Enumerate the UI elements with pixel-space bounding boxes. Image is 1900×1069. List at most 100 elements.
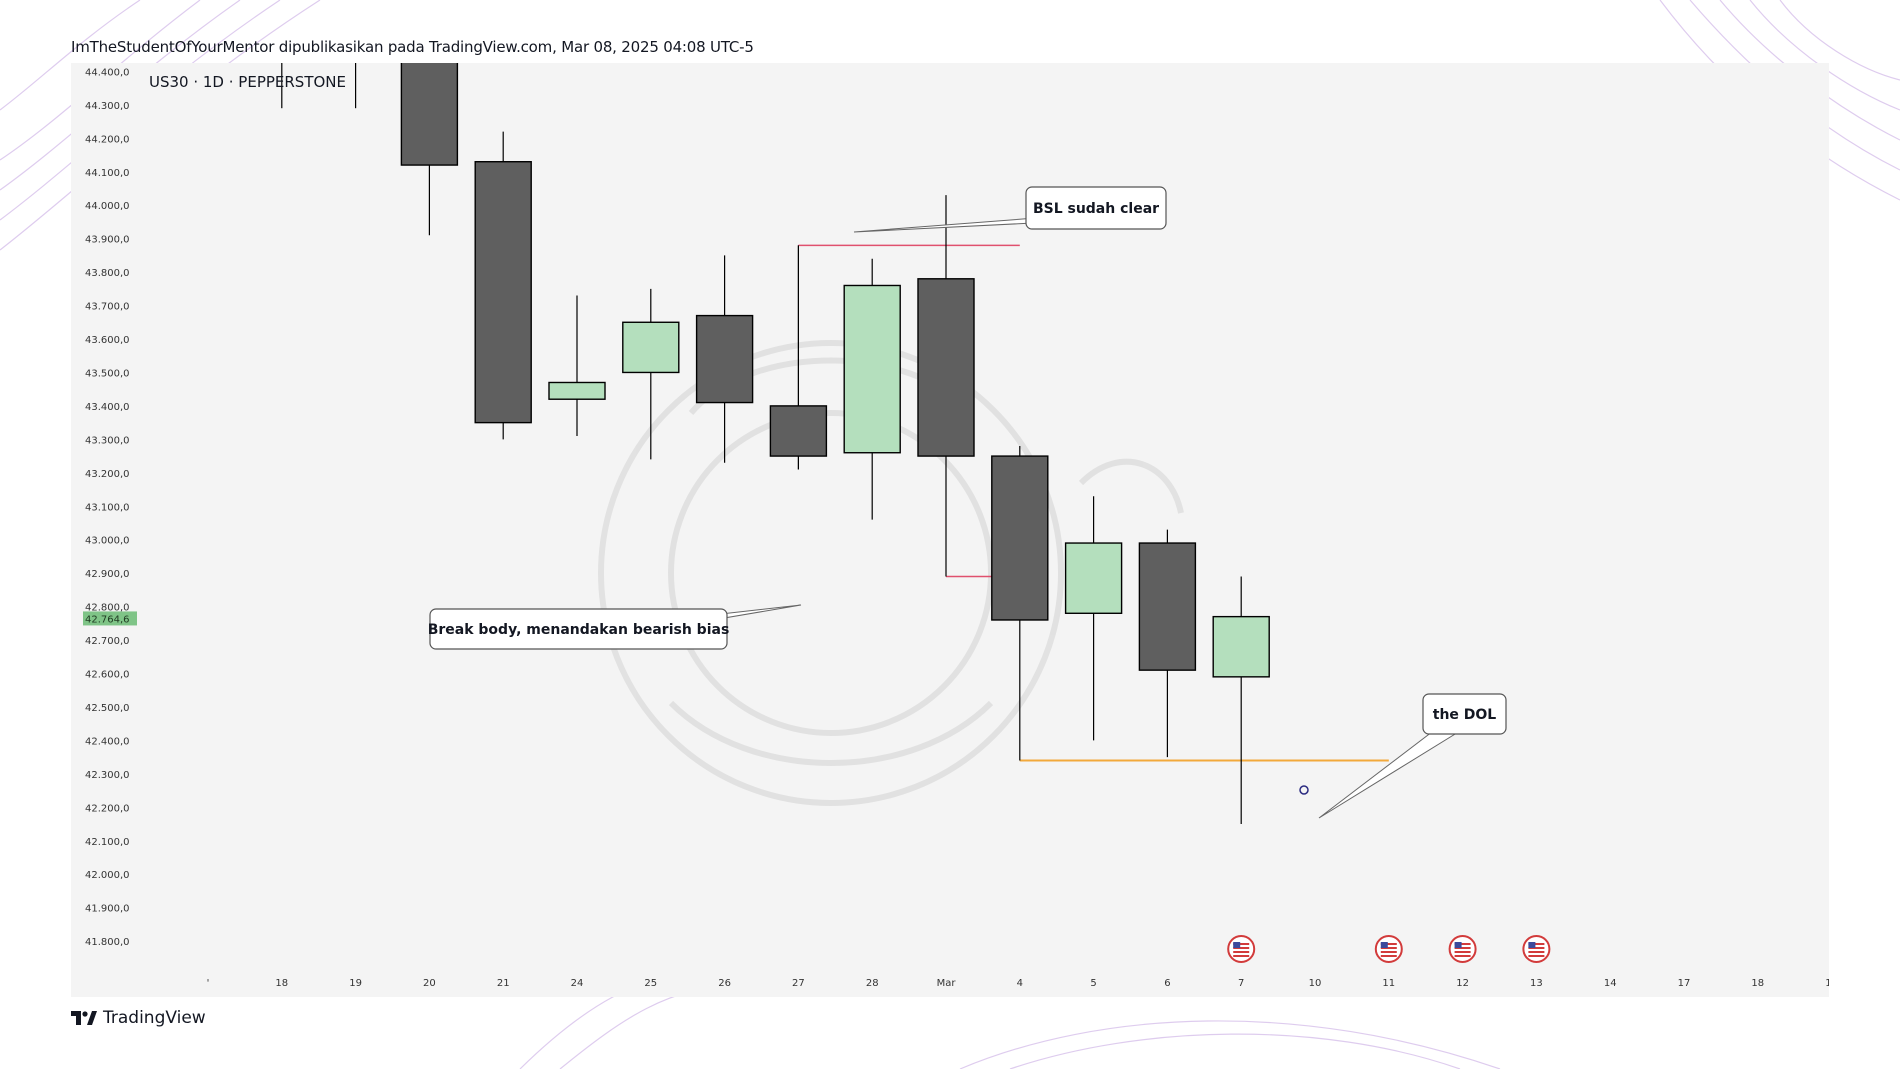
tradingview-logo[interactable]: TradingView	[71, 1008, 206, 1028]
us-event-flag-icon[interactable]	[1522, 935, 1551, 963]
candle[interactable]	[548, 295, 606, 437]
x-tick-label: 28	[866, 978, 879, 989]
y-tick-label: 44.300,0	[85, 101, 130, 112]
flag-stripe	[1233, 955, 1250, 957]
callout-annotation[interactable]: BSL sudah clear	[853, 186, 1167, 233]
published-info: ImTheStudentOfYourMentor dipublikasikan …	[71, 38, 754, 56]
candle[interactable]	[254, 63, 310, 109]
callout-box	[1025, 186, 1167, 230]
y-tick-label: 44.200,0	[85, 134, 130, 145]
x-tick-label: 19	[1825, 978, 1829, 989]
footer-brand: TradingView	[103, 1008, 206, 1028]
candle-body-bullish	[1064, 542, 1123, 614]
y-tick-label: 42.600,0	[85, 670, 130, 681]
y-tick-label: 43.500,0	[85, 368, 130, 379]
candle-body-bearish	[400, 63, 459, 166]
flag-stripe	[1233, 951, 1250, 953]
flag-stripe	[1380, 943, 1397, 945]
x-tick-label: 19	[349, 978, 362, 989]
us-event-flag-icon[interactable]	[1448, 935, 1477, 963]
x-tick-label: 6	[1164, 978, 1170, 989]
candle-body-bullish	[548, 381, 606, 400]
candle[interactable]	[695, 255, 754, 463]
tradingview-logo-icon	[71, 1011, 97, 1025]
x-tick-label: Mar	[937, 978, 957, 989]
y-tick-label: 43.300,0	[85, 435, 130, 446]
flag-canton	[1380, 942, 1388, 948]
x-tick-label: 21	[497, 978, 510, 989]
candlestick-chart[interactable]: 44.400,0 44.300,0 44.200,0 44.100,0 44.000,0…	[71, 63, 1829, 997]
candle[interactable]	[769, 245, 828, 470]
candle[interactable]	[1064, 496, 1123, 741]
candle[interactable]	[917, 195, 975, 577]
x-tick-label: 7	[1238, 978, 1244, 989]
x-tick-label: 20	[423, 978, 436, 989]
candle[interactable]	[843, 258, 901, 520]
candle-body-bearish	[769, 405, 828, 457]
y-tick-label: 44.000,0	[85, 201, 130, 212]
y-tick-label: 42.200,0	[85, 803, 130, 814]
callout-box	[429, 608, 728, 650]
flag-stripe	[1454, 955, 1471, 957]
candle-body-bearish	[474, 161, 532, 424]
callout-pointer	[853, 216, 1074, 233]
x-tick-label: 10	[1309, 978, 1322, 989]
callout-annotation[interactable]: Break body, menandakan bearish bias	[428, 604, 802, 650]
us-event-flag-icon[interactable]	[1227, 935, 1256, 963]
y-tick-label: 42.000,0	[85, 870, 130, 881]
price-marker-icon[interactable]	[1299, 785, 1309, 795]
callout-pointer	[1318, 718, 1474, 819]
callout-box	[1422, 693, 1507, 735]
x-tick-label: '	[207, 978, 210, 989]
candle[interactable]	[622, 288, 680, 460]
candle[interactable]	[474, 131, 532, 440]
candle[interactable]	[1212, 576, 1270, 825]
x-tick-label: 17	[1678, 978, 1691, 989]
flag-stripe	[1380, 955, 1397, 957]
candle[interactable]	[328, 63, 384, 109]
y-tick-label: 43.700,0	[85, 302, 130, 313]
callout-text: the DOL	[1433, 707, 1497, 723]
x-tick-label: 14	[1604, 978, 1617, 989]
y-tick-label: 43.900,0	[85, 235, 130, 246]
y-tick-label: 42.100,0	[85, 837, 130, 848]
candle[interactable]	[400, 63, 459, 236]
y-tick-label: 42.800,0	[85, 603, 130, 614]
y-tick-label: 43.400,0	[85, 402, 130, 413]
candle[interactable]	[991, 446, 1049, 761]
callout-annotation[interactable]: the DOL	[1318, 693, 1507, 819]
callout-text: Break body, menandakan bearish bias	[428, 622, 730, 638]
x-tick-label: 18	[275, 978, 288, 989]
candle-body-bearish	[991, 455, 1049, 621]
y-tick-label: 42.900,0	[85, 569, 130, 580]
symbol-label: US30 · 1D · PEPPERSTONE	[149, 73, 346, 91]
x-tick-label: 18	[1751, 978, 1764, 989]
flag-stripe	[1233, 943, 1250, 945]
x-tick-label: 25	[644, 978, 657, 989]
candle-body-bullish	[843, 284, 901, 454]
y-tick-label: 44.400,0	[85, 67, 130, 78]
y-tick-label: 43.000,0	[85, 536, 130, 547]
flag-canton	[1233, 942, 1241, 948]
y-tick-label: 43.800,0	[85, 268, 130, 279]
y-tick-label: 42.400,0	[85, 736, 130, 747]
flag-stripe	[1528, 955, 1545, 957]
flag-stripe	[1528, 951, 1545, 953]
candle-body-bearish	[1138, 542, 1197, 671]
flag-stripe	[1454, 951, 1471, 953]
candle-body-bearish	[917, 278, 975, 457]
flag-stripe	[1528, 943, 1545, 945]
current-price-label: 42.764,6	[85, 614, 130, 625]
y-tick-label: 43.200,0	[85, 469, 130, 480]
y-tick-label: 42.500,0	[85, 703, 130, 714]
candle-body-bullish	[1212, 615, 1270, 678]
us-event-flag-icon[interactable]	[1374, 935, 1403, 963]
y-tick-label: 44.100,0	[85, 168, 130, 179]
y-tick-label: 43.100,0	[85, 502, 130, 513]
current-price-badge	[83, 611, 137, 626]
flag-canton	[1528, 942, 1536, 948]
y-tick-label: 42.700,0	[85, 636, 130, 647]
chart-panel[interactable]: 44.400,0 44.300,0 44.200,0 44.100,0 44.000,0…	[71, 63, 1829, 997]
candle[interactable]	[1138, 529, 1197, 758]
flag-stripe	[1380, 947, 1397, 949]
